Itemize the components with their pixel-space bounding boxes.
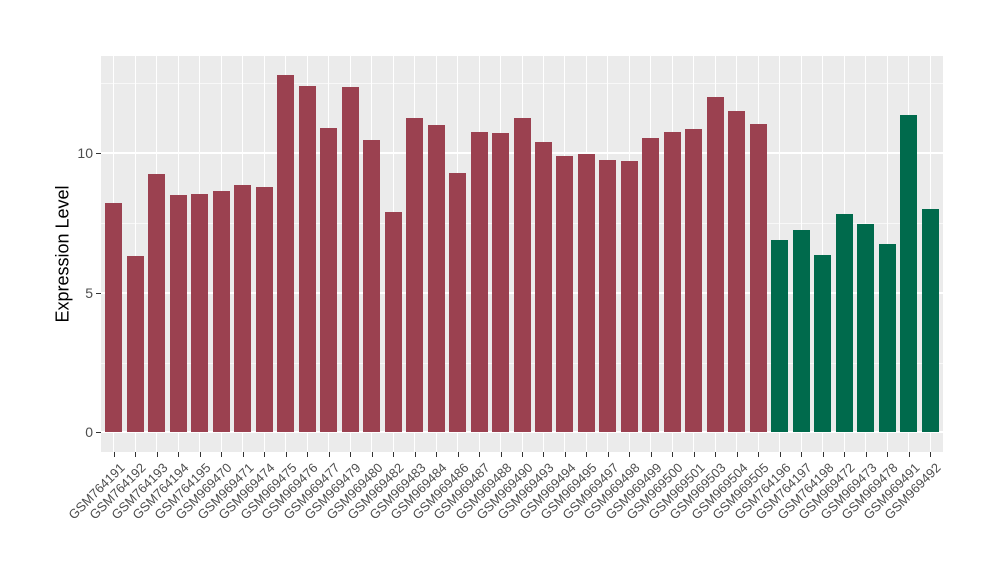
bar: [642, 137, 660, 433]
y-tick-mark: [96, 432, 101, 434]
bar: [857, 224, 875, 433]
y-tick-mark: [96, 292, 101, 294]
y-tick-mark: [96, 153, 101, 154]
bar: [685, 129, 703, 433]
x-tick-mark: [629, 452, 631, 457]
x-tick-mark: [865, 452, 867, 457]
x-tick-mark: [264, 452, 266, 457]
x-tick-mark: [479, 452, 481, 457]
bar: [363, 140, 381, 433]
bar: [771, 239, 789, 433]
bar: [556, 155, 574, 433]
bar: [663, 132, 681, 433]
plot-panel: [101, 56, 943, 452]
bar: [599, 159, 617, 433]
x-tick-mark: [908, 452, 910, 457]
x-tick-mark: [822, 452, 824, 457]
bar: [406, 118, 424, 433]
x-tick-mark: [285, 452, 287, 457]
gridline-major-v: [134, 56, 136, 452]
bar: [427, 125, 445, 433]
bar: [255, 186, 273, 433]
x-tick-mark: [930, 452, 932, 457]
x-tick-mark: [564, 452, 566, 457]
x-tick-mark: [715, 452, 717, 457]
bar: [449, 172, 467, 433]
y-tick-label: 0: [85, 424, 93, 441]
bar: [835, 214, 853, 433]
bar: [320, 127, 338, 433]
bar: [492, 133, 510, 433]
bar: [212, 190, 230, 433]
x-tick-mark: [543, 452, 545, 457]
bar: [169, 194, 187, 433]
bar: [513, 118, 531, 433]
x-tick-mark: [242, 452, 244, 457]
x-tick-mark: [113, 452, 115, 457]
bar: [105, 203, 123, 433]
y-axis-title: Expression Level: [52, 185, 73, 323]
bar: [577, 154, 595, 433]
bar: [878, 243, 896, 433]
bar: [470, 132, 488, 433]
x-tick-mark: [199, 452, 201, 457]
x-tick-mark: [801, 452, 803, 457]
y-tick-label: 10: [77, 145, 93, 161]
x-tick-mark: [371, 452, 373, 457]
x-tick-mark: [135, 452, 137, 457]
bar: [298, 85, 316, 433]
x-tick-mark: [522, 452, 523, 457]
bar: [921, 208, 939, 433]
bar: [534, 141, 552, 433]
gridline-major-v: [822, 56, 824, 452]
bar: [814, 254, 832, 433]
bar: [749, 123, 767, 433]
x-tick-mark: [672, 452, 674, 457]
x-tick-mark: [350, 452, 352, 457]
bar: [706, 97, 724, 433]
x-tick-mark: [650, 452, 652, 457]
x-tick-mark: [178, 452, 180, 457]
bar: [148, 173, 166, 433]
x-tick-mark: [693, 452, 695, 457]
bar: [900, 115, 918, 433]
bar: [620, 161, 638, 433]
bar: [234, 185, 252, 433]
bar: [384, 211, 402, 433]
x-tick-mark: [758, 452, 760, 457]
x-tick-mark: [307, 452, 309, 457]
x-tick-mark: [457, 452, 459, 457]
x-tick-mark: [500, 452, 502, 457]
x-tick-mark: [586, 452, 588, 457]
x-tick-mark: [156, 452, 158, 457]
x-tick-mark: [414, 452, 416, 457]
y-tick-label: 5: [85, 284, 93, 301]
x-tick-mark: [779, 452, 781, 457]
bar: [341, 87, 359, 433]
bar: [792, 229, 810, 433]
x-tick-mark: [607, 452, 609, 457]
x-tick-mark: [436, 452, 438, 457]
x-tick-mark: [393, 452, 395, 457]
x-tick-mark: [328, 452, 330, 457]
x-tick-mark: [844, 452, 846, 457]
x-tick-mark: [887, 452, 889, 457]
x-tick-mark: [736, 452, 738, 457]
bar: [191, 193, 209, 433]
bar: [126, 256, 144, 433]
bar: [277, 74, 295, 433]
bar: [728, 111, 746, 433]
x-tick-mark: [221, 452, 223, 457]
